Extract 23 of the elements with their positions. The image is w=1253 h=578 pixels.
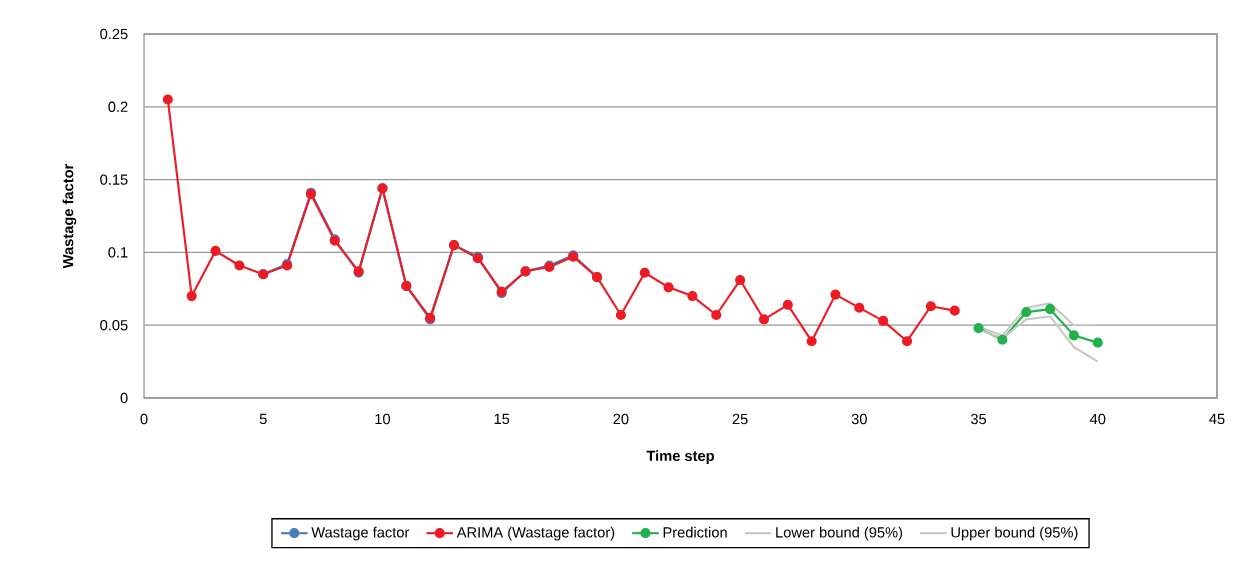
legend-label: Wastage factor (311, 526, 410, 541)
y-axis-title: Wastage factor (62, 163, 77, 269)
x-tick-label: 25 (732, 413, 748, 425)
y-tick-label: 0.1 (108, 247, 128, 258)
y-tick-label: 0 (120, 392, 128, 404)
y-tick-label: 0.25 (100, 28, 128, 40)
x-tick-label: 40 (1089, 413, 1106, 425)
x-tick-label: 30 (851, 413, 867, 425)
legend-label: Lower bound (95%) (776, 526, 903, 541)
x-tick-label: 15 (494, 413, 510, 425)
legend-label: ARIMA (Wastage factor) (456, 526, 615, 541)
y-tick-label: 0.05 (100, 320, 128, 331)
x-tick-label: 10 (375, 413, 391, 425)
x-axis-title: Time step (646, 450, 714, 464)
x-tick-label: 35 (970, 413, 987, 425)
x-tick-label: 45 (1209, 413, 1225, 425)
legend-label: Upper bound (95%) (951, 526, 1078, 541)
x-tick-label: 5 (259, 413, 267, 425)
legend-label: Prediction (663, 526, 727, 538)
y-tick-label: 0.15 (100, 174, 128, 185)
x-tick-label: 20 (613, 413, 629, 425)
y-tick-label: 0.2 (108, 101, 128, 112)
x-tick-label: 0 (140, 413, 148, 425)
